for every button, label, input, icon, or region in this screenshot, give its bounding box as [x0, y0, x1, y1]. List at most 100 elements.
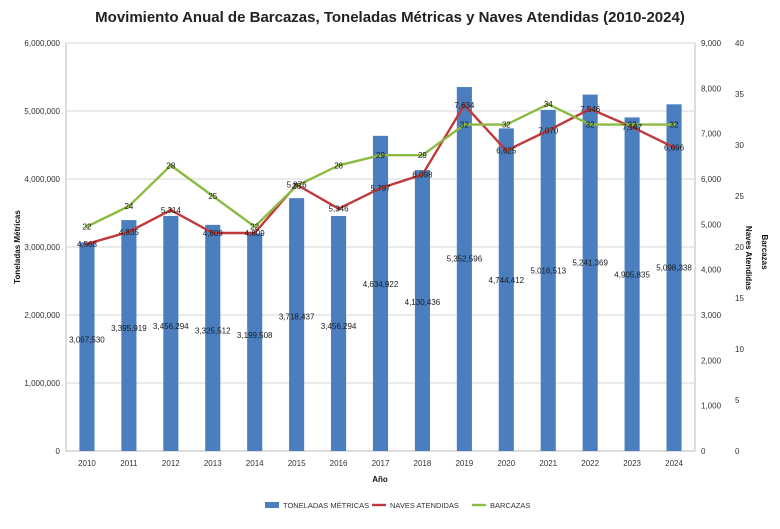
barcazas-data-label: 32	[502, 121, 511, 130]
x-tick-label: 2023	[623, 459, 641, 468]
bar	[540, 109, 556, 452]
barcazas-point	[85, 224, 89, 229]
barcazas-point	[672, 122, 676, 127]
naves-point	[169, 208, 173, 212]
naves-point	[504, 148, 509, 153]
chart-title: Movimiento Anual de Barcazas, Toneladas …	[95, 9, 685, 26]
barcazas-data-label: 32	[670, 121, 679, 130]
naves-point	[420, 172, 425, 177]
bar-data-label: 5,241,369	[572, 259, 608, 268]
label-layer: 3,067,530 3,395,919 3,456,294 3,325,512 3,19…	[69, 100, 692, 344]
naves-data-label: 7,634	[454, 101, 475, 110]
bar	[666, 104, 682, 451]
y2-tick-label: 9,000	[701, 39, 722, 48]
naves-point	[252, 231, 257, 235]
barcazas-data-label: 32	[586, 121, 595, 130]
barcazas-data-label: 28	[166, 161, 175, 170]
bar	[582, 94, 598, 451]
naves-data-label: 6,696	[664, 143, 685, 152]
bar	[331, 215, 347, 451]
barcazas-point	[504, 122, 509, 127]
x-tick-label: 2011	[120, 459, 138, 468]
y3-tick-label: 0	[735, 447, 740, 456]
x-tick-label: 2018	[414, 459, 432, 468]
x-tick-label: 2012	[162, 459, 180, 468]
x-axis-title: Año	[372, 475, 388, 484]
legend-label: BARCAZAS	[490, 501, 530, 510]
y2-axis-title: Naves Atendidas	[744, 226, 753, 291]
barcazas-point	[630, 122, 634, 127]
naves-data-label: 5,346	[329, 205, 350, 214]
x-tick-label: 2013	[204, 459, 222, 468]
barcazas-point	[252, 224, 257, 229]
naves-point	[672, 145, 676, 150]
naves-point	[336, 206, 341, 211]
y3-tick-label: 15	[735, 294, 744, 303]
barcazas-point	[546, 102, 551, 106]
bar	[163, 215, 179, 451]
naves-point	[588, 107, 592, 111]
y2-tick-label: 8,000	[701, 84, 722, 93]
y2-tick-label: 6,000	[701, 175, 722, 184]
naves-data-label: 5,876	[287, 181, 308, 190]
bar-data-label: 4,905,835	[614, 271, 650, 280]
y3-tick-label: 40	[735, 39, 744, 48]
y-tick-label: 5,000,000	[24, 107, 60, 116]
y-tick-label: 4,000,000	[24, 175, 60, 184]
y3-tick-label: 20	[735, 243, 744, 252]
line-layer	[85, 102, 676, 246]
bar-data-label: 5,352,596	[447, 255, 483, 264]
barcazas-data-label: 34	[544, 100, 553, 109]
barcazas-data-label: 32	[460, 121, 469, 130]
bar	[498, 128, 514, 451]
naves-data-label: 6,625	[496, 147, 517, 156]
bar-data-label: 4,744,412	[489, 276, 525, 285]
bar-data-label: 3,199,508	[237, 331, 273, 340]
naves-point	[546, 128, 551, 133]
y-axis-title: Toneladas Métricas	[13, 210, 22, 284]
y3-tick-label: 5	[735, 396, 740, 405]
barcazas-data-label: 28	[334, 161, 343, 170]
x-tick-label: 2017	[372, 459, 390, 468]
bar	[79, 242, 95, 451]
naves-point	[85, 242, 89, 246]
bar	[121, 220, 137, 451]
y-tick-label: 3,000,000	[24, 243, 60, 252]
naves-point	[127, 230, 131, 234]
naves-data-label: 4,835	[119, 228, 140, 237]
x-tick-label: 2021	[539, 459, 557, 468]
naves-data-label: 6,098	[412, 171, 433, 180]
barcazas-point	[294, 184, 299, 188]
y3-axis-title: Barcazas	[760, 234, 769, 270]
y3-tick-label: 25	[735, 192, 744, 201]
barcazas-point	[169, 163, 173, 168]
x-tick-label: 2010	[78, 459, 96, 468]
bar-data-label: 5,098,338	[656, 264, 692, 273]
bar-data-label: 3,067,530	[69, 336, 105, 345]
barcazas-data-label: 29	[418, 151, 427, 160]
barcazas-point	[420, 153, 425, 157]
bar	[456, 87, 472, 452]
y2-tick-label: 1,000	[701, 402, 722, 411]
bar	[247, 233, 263, 451]
y2-tick-label: 2,000	[701, 356, 722, 365]
legend-label: NAVES ATENDIDAS	[390, 501, 459, 510]
x-tick-label: 2019	[455, 459, 473, 468]
legend: TONELADAS MÉTRICAS NAVES ATENDIDAS BARCAZA…	[265, 501, 530, 510]
y2-tick-label: 4,000	[701, 266, 722, 275]
bar-data-label: 3,456,294	[321, 322, 357, 331]
naves-data-label: 7,147	[622, 123, 643, 132]
barcazas-data-label: 22	[83, 223, 92, 232]
y-tick-label: 1,000,000	[24, 379, 60, 388]
naves-point	[210, 231, 215, 235]
legend-label: TONELADAS MÉTRICAS	[283, 501, 369, 510]
naves-data-label: 4,568	[77, 240, 98, 249]
naves-data-label: 4,809	[245, 229, 266, 238]
bar	[624, 117, 640, 451]
x-tick-label: 2020	[497, 459, 515, 468]
bar-data-label: 5,016,513	[530, 267, 566, 276]
naves-data-label: 4,809	[203, 229, 224, 238]
y2-tick-label: 0	[701, 447, 706, 456]
bar	[289, 198, 305, 451]
